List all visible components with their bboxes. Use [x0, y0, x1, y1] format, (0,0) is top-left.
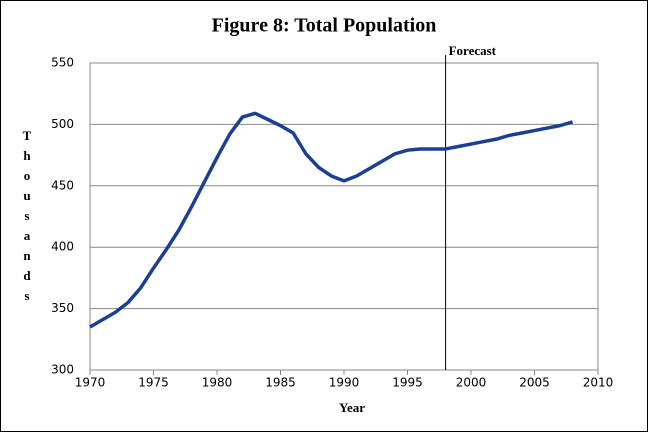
y-tick-label: 350 [51, 301, 74, 315]
x-tick-label: 1980 [202, 376, 233, 390]
x-tick-label: 2000 [456, 376, 487, 390]
plot-area [89, 62, 599, 371]
y-tick-label: 300 [51, 363, 74, 377]
y-axis-label: Thousands [20, 128, 35, 308]
chart-title: Figure 8: Total Population [212, 15, 437, 37]
series-line [89, 111, 574, 329]
x-tick-label: 1975 [138, 376, 169, 390]
x-tick-label: 2010 [583, 376, 614, 390]
annotation: Forecast [449, 43, 497, 58]
x-tick-label: 1995 [392, 376, 423, 390]
x-tick-label: 1990 [329, 376, 360, 390]
y-tick-label: 500 [51, 117, 74, 131]
y-tick-label: 550 [51, 56, 74, 70]
x-tick-label: 1970 [75, 376, 106, 390]
x-axis-label: Year [339, 400, 365, 415]
y-tick-label: 450 [51, 178, 74, 192]
y-tick-label: 400 [51, 240, 74, 254]
x-tick-label: 1985 [265, 376, 296, 390]
x-tick-label: 2005 [519, 376, 550, 390]
